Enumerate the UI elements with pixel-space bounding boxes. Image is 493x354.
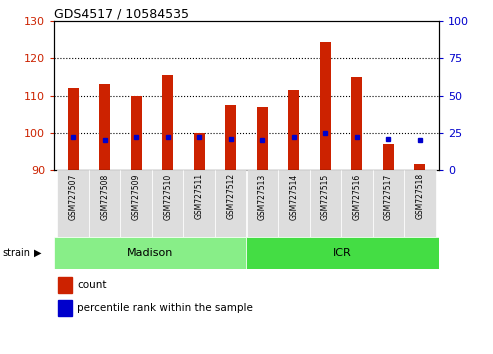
Bar [57, 170, 89, 237]
Bar [414, 164, 425, 170]
Text: GSM727516: GSM727516 [352, 173, 361, 219]
Text: GSM727509: GSM727509 [132, 173, 141, 220]
Bar [320, 42, 331, 170]
Bar [373, 170, 404, 237]
Text: percentile rank within the sample: percentile rank within the sample [77, 303, 253, 314]
Text: GSM727511: GSM727511 [195, 173, 204, 219]
Bar [352, 77, 362, 170]
Bar [120, 170, 152, 237]
Bar [246, 237, 439, 269]
Text: count: count [77, 280, 107, 291]
Text: Madison: Madison [127, 248, 174, 258]
Text: GSM727507: GSM727507 [69, 173, 77, 220]
Bar [58, 300, 71, 316]
Bar [257, 107, 268, 170]
Bar [58, 277, 71, 293]
Bar [131, 96, 141, 170]
Text: GSM727515: GSM727515 [321, 173, 330, 219]
Text: GSM727514: GSM727514 [289, 173, 298, 219]
Text: GSM727512: GSM727512 [226, 173, 235, 219]
Text: ▶: ▶ [34, 248, 41, 258]
Text: GDS4517 / 10584535: GDS4517 / 10584535 [54, 7, 189, 20]
Text: GSM727517: GSM727517 [384, 173, 393, 219]
Text: GSM727510: GSM727510 [163, 173, 172, 219]
Bar [246, 170, 278, 237]
Bar [215, 170, 246, 237]
Bar [278, 170, 310, 237]
Bar [89, 170, 120, 237]
Bar [54, 237, 246, 269]
Bar [288, 90, 299, 170]
Bar [341, 170, 373, 237]
Bar [404, 170, 436, 237]
Bar [194, 133, 205, 170]
Text: strain: strain [2, 248, 31, 258]
Bar [310, 170, 341, 237]
Bar [383, 144, 394, 170]
Bar [68, 88, 79, 170]
Text: GSM727508: GSM727508 [100, 173, 109, 219]
Text: GSM727513: GSM727513 [258, 173, 267, 219]
Bar [162, 75, 173, 170]
Text: ICR: ICR [333, 248, 352, 258]
Bar [183, 170, 215, 237]
Bar [225, 105, 236, 170]
Bar [99, 84, 110, 170]
Bar [152, 170, 183, 237]
Text: GSM727518: GSM727518 [416, 173, 424, 219]
